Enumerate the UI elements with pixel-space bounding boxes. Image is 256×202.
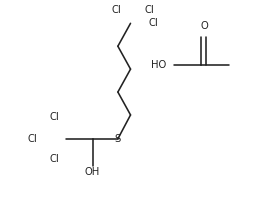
Text: Cl: Cl <box>148 18 158 28</box>
Text: Cl: Cl <box>50 154 59 164</box>
Text: Cl: Cl <box>50 112 59 122</box>
Text: HO: HO <box>151 60 166 70</box>
Text: OH: OH <box>85 167 100 177</box>
Text: Cl: Cl <box>145 5 154 15</box>
Text: Cl: Cl <box>27 134 37 144</box>
Text: S: S <box>115 134 121 144</box>
Text: Cl: Cl <box>112 5 122 15</box>
Text: O: O <box>200 21 208 31</box>
